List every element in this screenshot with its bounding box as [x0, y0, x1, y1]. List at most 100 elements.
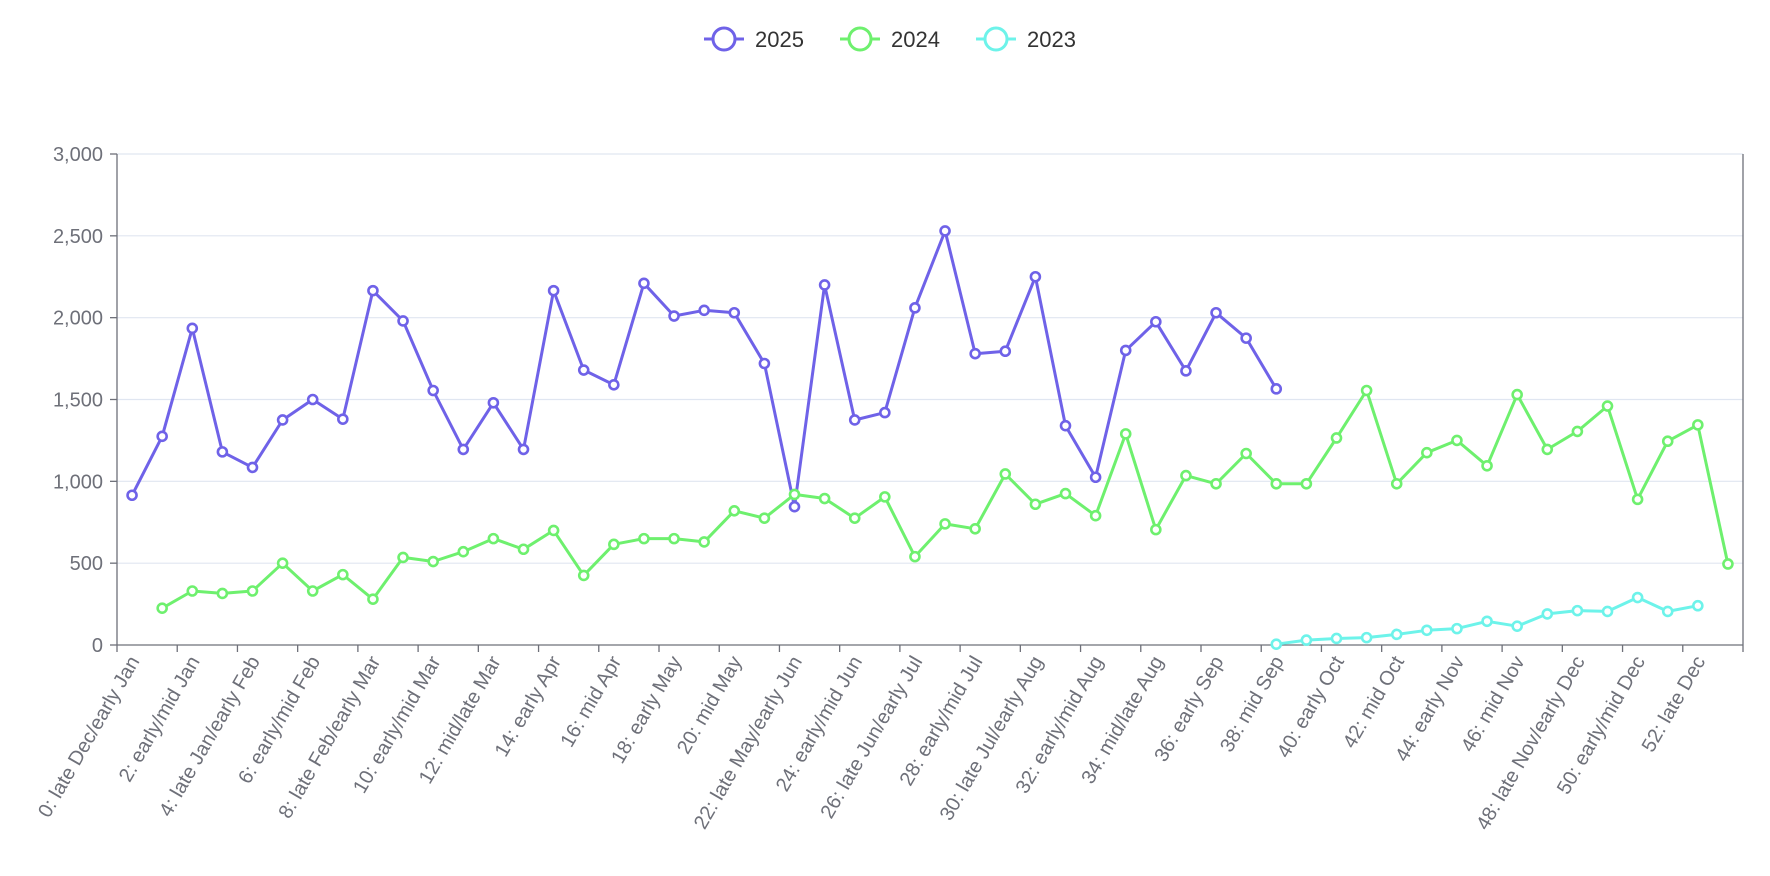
data-point-2025	[788, 500, 801, 513]
data-point-2024	[1661, 435, 1674, 448]
series-2023	[1270, 591, 1704, 650]
data-point-2024	[939, 518, 951, 530]
data-point-2025	[246, 461, 259, 474]
data-point-2025	[698, 304, 710, 317]
data-point-2023	[1421, 624, 1433, 637]
data-point-2024	[1451, 434, 1463, 447]
data-point-2024	[758, 512, 771, 524]
x-tick-label: 48: late Nov/early Dec	[1472, 653, 1589, 834]
data-point-2024	[1541, 443, 1554, 456]
data-point-2024	[668, 532, 680, 545]
data-point-2025	[758, 357, 771, 370]
data-point-2025	[1240, 332, 1252, 344]
data-point-2023	[1360, 631, 1373, 644]
data-point-2023	[1631, 591, 1644, 604]
data-point-2024	[698, 536, 710, 548]
data-point-2024	[818, 492, 831, 505]
series-2025	[126, 225, 1283, 513]
y-tick-label: 500	[70, 553, 103, 575]
y-tick-label: 1,000	[53, 471, 103, 493]
data-point-2024	[1330, 432, 1343, 444]
data-point-2023	[1300, 634, 1313, 646]
data-point-2025	[939, 225, 951, 237]
data-point-2024	[879, 491, 891, 503]
data-point-2023	[1692, 599, 1704, 612]
x-tick-label: 0: late Dec/early Jan	[34, 653, 144, 822]
data-point-2025	[306, 393, 319, 406]
data-point-2024	[969, 522, 981, 535]
data-point-2024	[999, 468, 1012, 480]
y-tick-label: 0	[92, 635, 103, 657]
data-point-2024	[728, 504, 741, 517]
data-point-2025	[1270, 383, 1283, 395]
data-point-2025	[1119, 344, 1132, 357]
x-tick-label: 52: late Dec	[1638, 653, 1710, 756]
data-point-2023	[1270, 638, 1283, 650]
data-point-2024	[1601, 400, 1614, 412]
y-tick-label: 2,500	[53, 226, 103, 248]
data-point-2023	[1661, 605, 1674, 618]
data-point-2025	[1089, 471, 1102, 484]
data-point-2025	[397, 315, 409, 327]
data-point-2025	[427, 384, 439, 397]
data-point-2025	[969, 347, 981, 360]
data-point-2024	[788, 488, 801, 501]
legend-item-2023: 2023	[976, 26, 1076, 52]
data-point-2024	[1029, 498, 1042, 511]
data-point-2025	[728, 306, 741, 319]
data-point-2025	[126, 489, 138, 502]
data-point-2023	[1451, 622, 1463, 635]
data-point-2024	[577, 569, 590, 582]
data-point-2025	[547, 284, 560, 297]
data-point-2025	[276, 414, 289, 426]
data-point-2023	[1511, 620, 1523, 632]
x-tick-label: 16: mid Apr	[557, 652, 627, 751]
legend-item-2024: 2024	[840, 26, 940, 52]
data-point-2024	[638, 532, 650, 545]
data-point-2025	[848, 414, 861, 426]
data-point-2024	[427, 555, 439, 568]
data-point-2024	[608, 538, 620, 551]
data-point-2024	[517, 543, 530, 556]
data-point-2025	[818, 279, 831, 291]
data-point-2025	[367, 284, 379, 297]
legend: 2025 2024 2023	[704, 26, 1076, 52]
data-point-2023	[1541, 608, 1554, 620]
data-point-2024	[1692, 419, 1704, 431]
data-point-2024	[1240, 447, 1252, 460]
data-point-2025	[1029, 270, 1042, 283]
data-point-2023	[1330, 632, 1343, 645]
data-point-2025	[186, 322, 199, 335]
data-point-2024	[246, 585, 259, 597]
y-tick-label: 3,000	[53, 144, 103, 166]
legend-label: 2023	[1027, 27, 1076, 52]
data-point-2024	[547, 524, 560, 537]
data-point-2025	[156, 430, 168, 443]
data-point-2024	[1390, 477, 1403, 490]
y-axis-ticks: 0 500 1,000 1,500 2,000 2,500 3,000	[53, 144, 117, 657]
data-point-2024	[1360, 384, 1373, 397]
data-point-2024	[1511, 388, 1523, 401]
x-tick-label: 22: late May/early Jun	[690, 653, 807, 833]
data-point-2023	[1571, 604, 1584, 617]
data-point-2025	[487, 396, 500, 409]
data-point-2025	[879, 406, 891, 419]
data-point-2023	[1390, 628, 1403, 641]
data-point-2024	[397, 551, 409, 564]
y-tick-label: 1,500	[53, 390, 103, 412]
data-point-2025	[577, 364, 590, 376]
data-point-2024	[1270, 477, 1283, 490]
y-tick-label: 2,000	[53, 308, 103, 330]
data-point-2024	[1631, 493, 1644, 506]
data-point-2025	[999, 345, 1012, 358]
legend-marker-icon	[847, 26, 873, 52]
series-2024	[156, 384, 1734, 614]
data-point-2025	[1180, 365, 1192, 377]
data-point-2025	[517, 443, 530, 456]
x-tick-label: 42: mid Oct	[1339, 652, 1409, 752]
series-line-2024	[161, 389, 1730, 610]
data-point-2025	[1210, 306, 1222, 319]
data-point-2024	[186, 585, 199, 597]
